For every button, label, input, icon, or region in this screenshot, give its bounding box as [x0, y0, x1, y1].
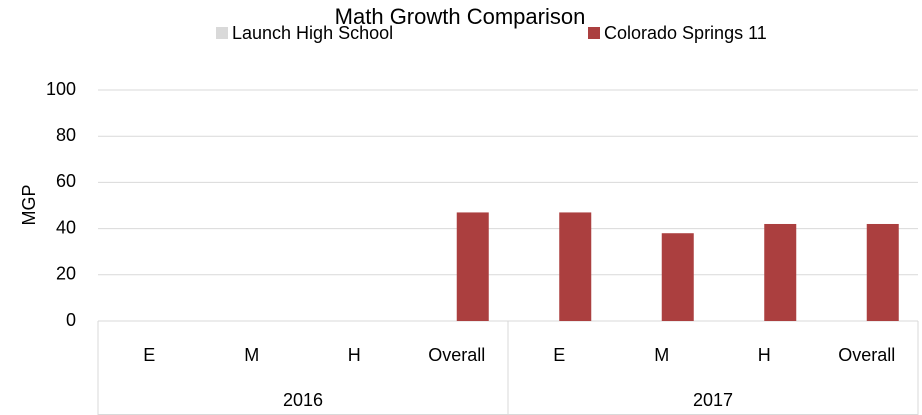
legend-label: Launch High School	[232, 23, 393, 43]
y-tick-label: 80	[56, 125, 76, 145]
bar	[559, 212, 592, 321]
y-tick-label: 60	[56, 171, 76, 191]
x-tick-label: M	[244, 345, 259, 365]
x-tick-label: H	[348, 345, 361, 365]
legend-swatch	[216, 27, 228, 39]
x-tick-label: H	[758, 345, 771, 365]
y-axis-label: MGP	[19, 184, 39, 225]
bar	[866, 223, 899, 321]
x-tick-label: M	[654, 345, 669, 365]
chart-title: Math Growth Comparison	[335, 4, 586, 29]
x-tick-label: E	[143, 345, 155, 365]
x-tick-label: Overall	[838, 345, 895, 365]
group-label: 2016	[283, 390, 323, 410]
y-tick-label: 0	[66, 310, 76, 330]
bar	[764, 223, 797, 321]
legend-label: Colorado Springs 11	[604, 23, 767, 43]
x-tick-label: E	[553, 345, 565, 365]
y-tick-label: 40	[56, 217, 76, 237]
legend-swatch	[588, 27, 600, 39]
y-tick-label: 100	[46, 79, 76, 99]
y-tick-label: 20	[56, 264, 76, 284]
bar	[456, 212, 489, 321]
x-tick-label: Overall	[428, 345, 485, 365]
group-label: 2017	[693, 390, 733, 410]
bar	[661, 233, 694, 321]
